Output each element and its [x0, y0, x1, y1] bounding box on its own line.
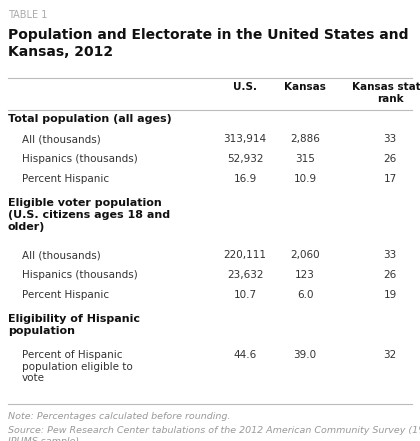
- Text: Hispanics (thousands): Hispanics (thousands): [22, 154, 138, 164]
- Text: Kansas state
rank: Kansas state rank: [352, 82, 420, 104]
- Text: 220,111: 220,111: [223, 250, 267, 260]
- Text: Percent Hispanic: Percent Hispanic: [22, 174, 109, 184]
- Text: 2,060: 2,060: [290, 250, 320, 260]
- Text: 23,632: 23,632: [227, 270, 263, 280]
- Text: All (thousands): All (thousands): [22, 134, 101, 144]
- Text: TABLE 1: TABLE 1: [8, 10, 47, 20]
- Text: Kansas: Kansas: [284, 82, 326, 92]
- Text: 52,932: 52,932: [227, 154, 263, 164]
- Text: 315: 315: [295, 154, 315, 164]
- Text: 44.6: 44.6: [234, 350, 257, 360]
- Text: Population and Electorate in the United States and
Kansas, 2012: Population and Electorate in the United …: [8, 28, 409, 59]
- Text: Eligibility of Hispanic
population: Eligibility of Hispanic population: [8, 314, 140, 336]
- Text: Eligible voter population
(U.S. citizens ages 18 and
older): Eligible voter population (U.S. citizens…: [8, 198, 170, 232]
- Text: All (thousands): All (thousands): [22, 250, 101, 260]
- Text: 2,886: 2,886: [290, 134, 320, 144]
- Text: Total population (all ages): Total population (all ages): [8, 114, 172, 124]
- Text: Note: Percentages calculated before rounding.: Note: Percentages calculated before roun…: [8, 412, 231, 421]
- Text: 33: 33: [383, 250, 396, 260]
- Text: 10.7: 10.7: [234, 290, 257, 300]
- Text: 19: 19: [383, 290, 396, 300]
- Text: 39.0: 39.0: [294, 350, 317, 360]
- Text: 17: 17: [383, 174, 396, 184]
- Text: 6.0: 6.0: [297, 290, 313, 300]
- Text: Hispanics (thousands): Hispanics (thousands): [22, 270, 138, 280]
- Text: Source: Pew Research Center tabulations of the 2012 American Community Survey (1: Source: Pew Research Center tabulations …: [8, 426, 420, 441]
- Text: Percent of Hispanic
population eligible to
vote: Percent of Hispanic population eligible …: [22, 350, 133, 383]
- Text: 123: 123: [295, 270, 315, 280]
- Text: 33: 33: [383, 134, 396, 144]
- Text: 10.9: 10.9: [294, 174, 317, 184]
- Text: 16.9: 16.9: [234, 174, 257, 184]
- Text: 32: 32: [383, 350, 396, 360]
- Text: 26: 26: [383, 270, 396, 280]
- Text: 26: 26: [383, 154, 396, 164]
- Text: Percent Hispanic: Percent Hispanic: [22, 290, 109, 300]
- Text: U.S.: U.S.: [233, 82, 257, 92]
- Text: 313,914: 313,914: [223, 134, 267, 144]
